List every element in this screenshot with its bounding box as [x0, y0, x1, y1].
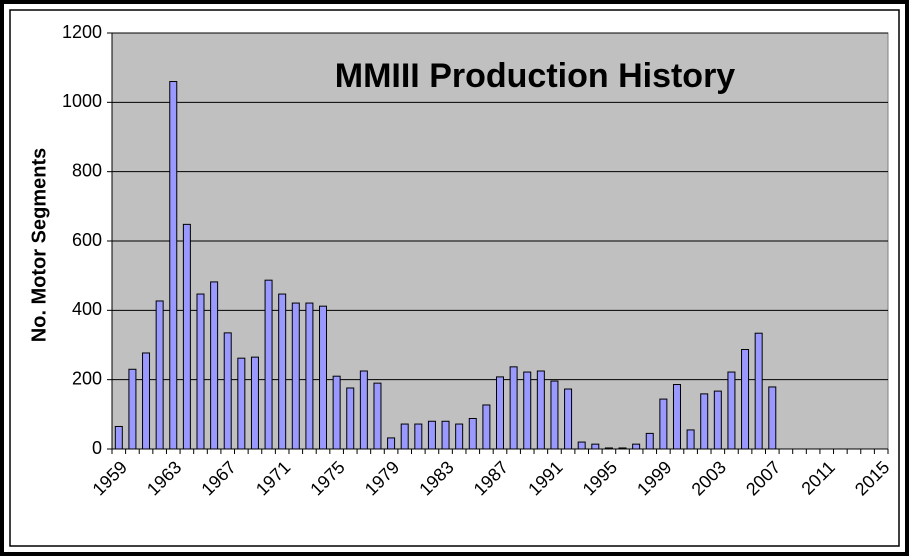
bar — [237, 357, 246, 450]
x-tick-label: 2011 — [797, 457, 839, 499]
x-tick-label: 1979 — [361, 457, 403, 499]
bar — [618, 447, 627, 450]
bar — [169, 81, 178, 450]
bar — [155, 300, 164, 450]
bar — [577, 441, 586, 450]
bar — [427, 420, 436, 450]
bar — [291, 302, 300, 450]
bar — [196, 293, 205, 450]
bar — [114, 425, 123, 450]
bar — [250, 356, 259, 450]
bar — [591, 443, 600, 450]
bar — [482, 404, 491, 450]
x-tick-label: 2003 — [688, 457, 730, 499]
y-tick-label: 200 — [72, 368, 102, 388]
bar — [332, 375, 341, 450]
bar — [564, 388, 573, 450]
bar — [672, 384, 681, 450]
bar — [264, 279, 273, 450]
bar — [182, 223, 191, 450]
y-tick-label: 800 — [72, 160, 102, 180]
bar — [319, 305, 328, 450]
x-tick-label: 1967 — [197, 457, 239, 499]
bar — [359, 370, 368, 450]
x-tick-label: 1987 — [470, 457, 512, 499]
x-tick-label: 1995 — [579, 457, 621, 499]
x-tick-label: 1971 — [252, 457, 294, 499]
bar — [305, 302, 314, 450]
bar — [632, 443, 641, 450]
bar — [604, 447, 613, 450]
bar — [414, 423, 423, 450]
x-tick-label: 1999 — [633, 457, 675, 499]
bar — [509, 366, 518, 450]
bar — [387, 437, 396, 450]
bar — [741, 349, 750, 450]
bar — [713, 390, 722, 450]
bar — [400, 423, 409, 450]
bar — [700, 393, 709, 450]
bar — [550, 380, 559, 450]
y-tick-label: 0 — [92, 438, 102, 458]
x-tick-label: 1975 — [306, 457, 348, 499]
bar — [278, 293, 287, 450]
x-tick-label: 1963 — [143, 457, 185, 499]
bar — [496, 376, 504, 450]
x-tick-label: 1959 — [89, 457, 131, 499]
y-tick-label: 1000 — [62, 91, 102, 111]
x-tick-label: 2015 — [851, 457, 893, 499]
x-tick-label: 2007 — [742, 457, 784, 499]
bar — [468, 417, 477, 450]
chart-title: MMIII Production History — [335, 57, 736, 95]
bar — [142, 352, 151, 450]
y-axis-label: No. Motor Segments — [28, 148, 50, 342]
bar — [768, 386, 777, 450]
bar — [373, 382, 382, 450]
inner-frame — [9, 9, 900, 547]
bar — [223, 332, 232, 450]
bar — [128, 368, 137, 450]
bar — [659, 398, 668, 450]
bar — [346, 387, 355, 450]
y-tick-label: 600 — [72, 230, 102, 250]
y-tick-label: 400 — [72, 299, 102, 319]
bar — [441, 420, 450, 450]
bar — [645, 432, 654, 450]
bar — [523, 371, 532, 450]
y-tick-label: 1200 — [62, 22, 102, 42]
bar — [210, 281, 219, 450]
bar — [455, 423, 464, 450]
x-tick-label: 1983 — [415, 457, 457, 499]
bar — [686, 429, 695, 450]
bar — [727, 371, 736, 450]
x-tick-label: 1991 — [524, 457, 566, 499]
bar — [754, 332, 763, 450]
bar — [536, 370, 545, 450]
